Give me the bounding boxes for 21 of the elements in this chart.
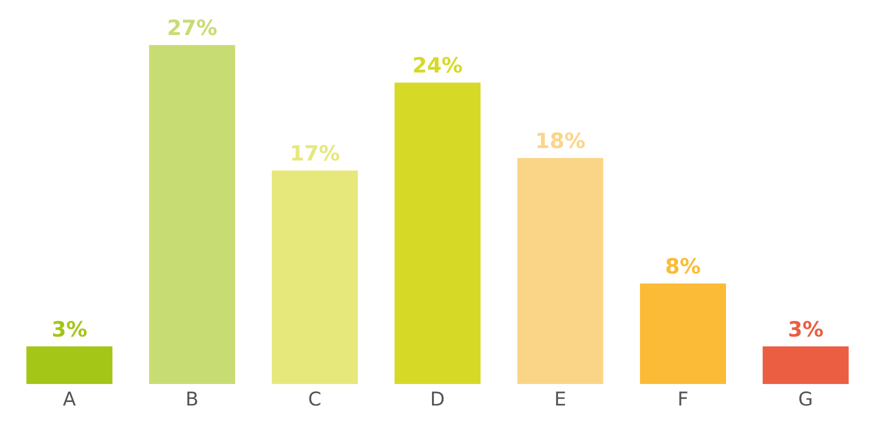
bar (640, 284, 726, 384)
data-label: 24% (412, 54, 463, 78)
data-label: 18% (535, 129, 586, 153)
x-tick-label: E (554, 388, 566, 410)
bar (26, 346, 112, 384)
data-label: 8% (665, 254, 701, 279)
bar (272, 170, 358, 384)
data-label: 27% (166, 16, 218, 40)
bar (762, 346, 849, 384)
data-label: 17% (290, 142, 340, 166)
x-tick-label: B (186, 388, 199, 410)
data-label: 3% (788, 317, 824, 342)
bar (149, 45, 236, 384)
x-tick-label: A (62, 388, 76, 410)
x-tick-label: C (308, 388, 322, 410)
x-tick-label: D (430, 388, 445, 410)
bar (394, 82, 481, 384)
bar (517, 158, 604, 384)
x-tick-label: F (677, 388, 688, 410)
data-label: 3% (52, 317, 88, 342)
x-tick-label: G (798, 388, 814, 410)
